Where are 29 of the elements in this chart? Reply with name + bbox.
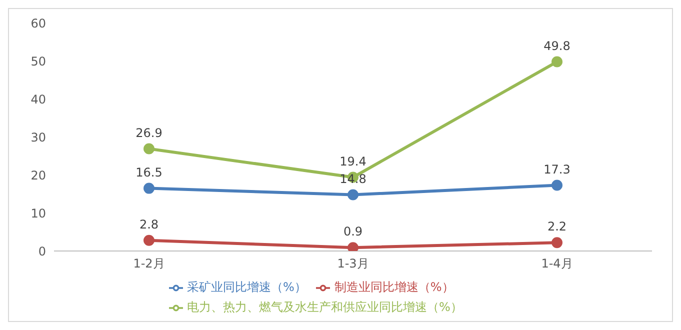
- data-label: 16.5: [136, 165, 162, 180]
- point: [552, 56, 562, 68]
- y-tick-label: 10: [30, 206, 46, 220]
- point: [144, 182, 154, 194]
- data-label: 2.8: [139, 217, 159, 232]
- legend-label: 制造业同比增速（%）: [334, 280, 454, 294]
- x-tick-label: 1-4月: [541, 256, 573, 271]
- y-tick-label: 60: [30, 16, 46, 30]
- data-label: 2.2: [547, 220, 567, 234]
- y-tick-label: 20: [30, 168, 46, 182]
- data-label: 49.8: [544, 38, 570, 53]
- data-label: 0.9: [343, 224, 363, 239]
- point: [552, 237, 562, 248]
- point: [552, 180, 562, 191]
- y-tick-label: 50: [30, 54, 46, 68]
- y-tick-label: 0: [38, 244, 46, 258]
- legend-label: 采矿业同比增速（%）: [187, 280, 306, 294]
- point: [348, 189, 358, 200]
- y-tick-label: 30: [30, 130, 46, 144]
- data-label: 17.3: [544, 162, 570, 176]
- x-tick-label: 1-2月: [133, 256, 165, 271]
- point: [144, 234, 154, 246]
- point: [348, 242, 358, 251]
- point: [144, 143, 154, 154]
- y-tick-label: 40: [30, 92, 46, 106]
- data-label: 19.4: [340, 154, 366, 168]
- x-tick-label: 1-3月: [337, 256, 369, 271]
- data-label: 26.9: [136, 126, 162, 140]
- legend-label: 电力、热力、燃气及水生产和供应业同比增速（%）: [187, 300, 462, 314]
